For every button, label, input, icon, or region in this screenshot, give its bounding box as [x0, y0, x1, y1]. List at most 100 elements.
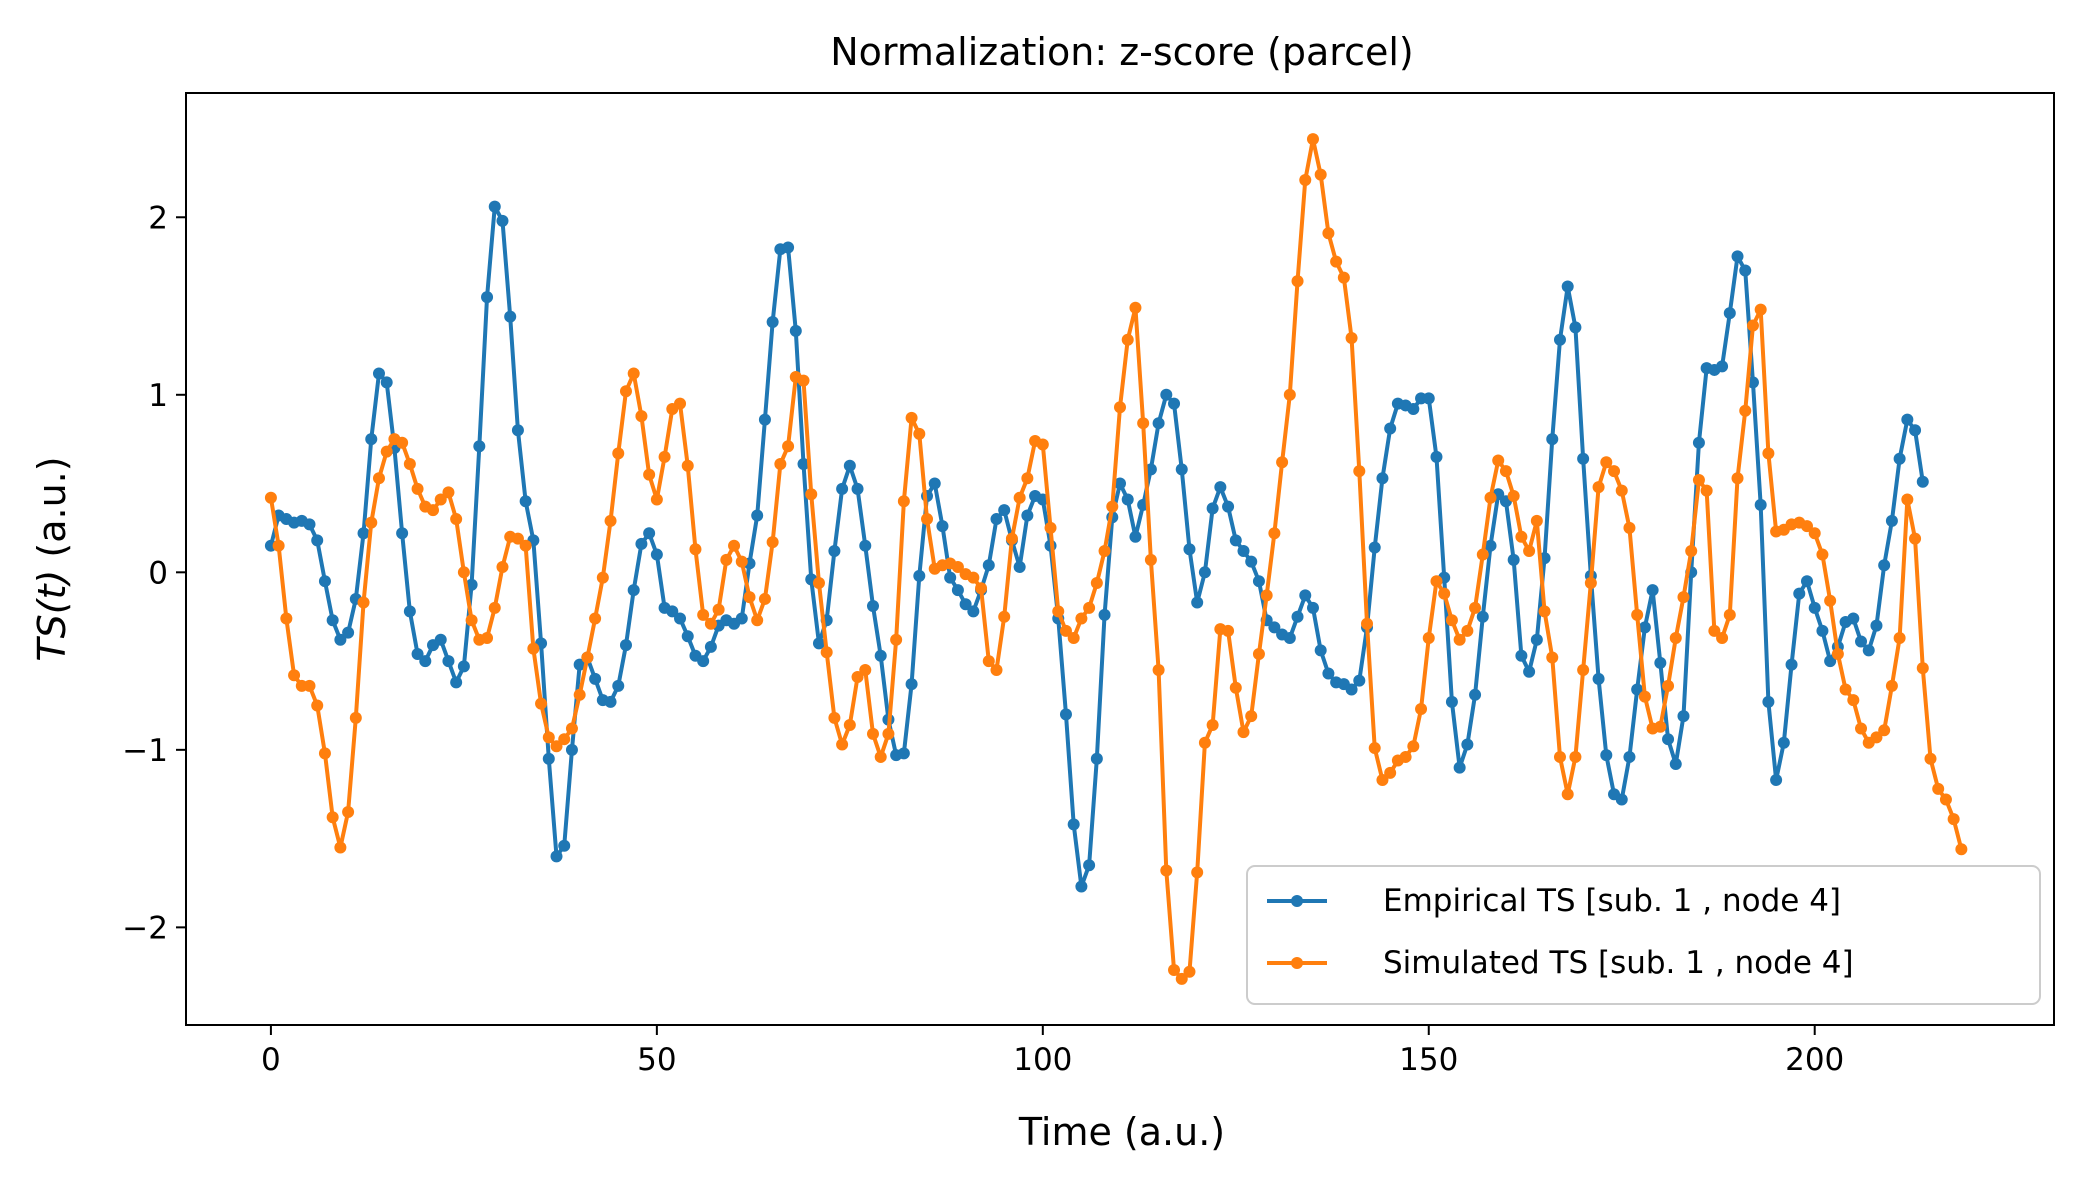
data-point-empirical	[766, 316, 779, 329]
data-point-simulated	[396, 436, 409, 449]
data-point-simulated	[365, 516, 378, 529]
data-point-empirical	[1816, 624, 1829, 637]
axes-frame	[185, 92, 2055, 1026]
data-point-simulated	[411, 482, 424, 495]
data-point-empirical	[666, 605, 679, 618]
data-point-simulated	[1407, 740, 1420, 753]
data-point-empirical	[1654, 656, 1667, 669]
data-point-simulated	[1808, 527, 1821, 540]
data-point-empirical	[874, 649, 887, 662]
data-point-simulated	[357, 596, 370, 609]
data-point-simulated	[1662, 679, 1675, 692]
data-point-simulated	[1306, 133, 1319, 146]
data-point-empirical	[897, 747, 910, 760]
data-point-simulated	[326, 811, 339, 824]
data-point-empirical	[1893, 452, 1906, 465]
data-point-empirical	[627, 584, 640, 597]
data-point-simulated	[897, 495, 910, 508]
data-point-simulated	[1924, 752, 1937, 765]
data-point-empirical	[403, 605, 416, 618]
data-point-empirical	[951, 584, 964, 597]
data-point-empirical	[1206, 502, 1219, 515]
data-point-simulated	[1870, 731, 1883, 744]
data-point-empirical	[1770, 774, 1783, 787]
data-point-simulated	[975, 582, 988, 595]
data-point-simulated	[1584, 576, 1597, 589]
data-point-simulated	[998, 610, 1011, 623]
data-point-simulated	[1746, 319, 1759, 332]
data-point-empirical	[1546, 433, 1559, 446]
data-point-simulated	[1739, 404, 1752, 417]
data-point-empirical	[1623, 750, 1636, 763]
data-point-empirical	[589, 672, 602, 685]
data-point-simulated	[1314, 168, 1327, 181]
data-point-simulated	[604, 514, 617, 527]
data-point-simulated	[782, 440, 795, 453]
data-point-simulated	[728, 539, 741, 552]
data-point-simulated	[1847, 694, 1860, 707]
data-point-empirical	[1299, 589, 1312, 602]
data-point-empirical	[457, 660, 470, 673]
data-point-empirical	[1222, 500, 1235, 513]
data-point-empirical	[1368, 541, 1381, 554]
data-point-empirical	[1577, 452, 1590, 465]
data-point-simulated	[1885, 679, 1898, 692]
data-point-empirical	[1469, 688, 1482, 701]
data-point-empirical	[1422, 392, 1435, 405]
data-point-simulated	[866, 727, 879, 740]
data-point-empirical	[488, 200, 501, 213]
data-point-empirical	[1484, 539, 1497, 552]
data-point-simulated	[1553, 750, 1566, 763]
data-point-simulated	[1114, 401, 1126, 414]
data-point-simulated	[450, 513, 463, 526]
data-point-simulated	[1330, 255, 1343, 268]
data-point-empirical	[990, 513, 1003, 526]
data-point-simulated	[1445, 614, 1458, 627]
data-point-simulated	[1638, 690, 1651, 703]
data-point-simulated	[1716, 632, 1729, 644]
data-point-simulated	[1893, 632, 1906, 644]
data-point-simulated	[1484, 491, 1497, 504]
data-point-empirical	[1183, 543, 1196, 556]
y-tick-label: −2	[122, 910, 168, 946]
data-point-simulated	[951, 560, 964, 573]
data-point-simulated	[558, 733, 571, 746]
data-point-empirical	[1515, 649, 1528, 662]
data-point-empirical	[1909, 424, 1922, 437]
data-point-simulated	[921, 513, 934, 526]
data-point-empirical	[859, 539, 872, 552]
data-point-empirical	[828, 545, 841, 558]
data-point-simulated	[612, 447, 625, 460]
data-point-empirical	[1800, 575, 1813, 588]
data-point-simulated	[1631, 608, 1644, 621]
data-point-empirical	[1870, 619, 1883, 632]
data-point-empirical	[481, 291, 494, 304]
data-point-empirical	[982, 559, 995, 572]
data-point-simulated	[1700, 484, 1713, 497]
data-point-simulated	[1415, 703, 1428, 716]
data-point-simulated	[1523, 545, 1536, 558]
data-point-empirical	[1229, 534, 1242, 547]
y-axis-label-rest: (a.u.)	[30, 456, 74, 569]
data-point-simulated	[1530, 514, 1543, 527]
data-point-empirical	[1808, 601, 1821, 614]
data-point-simulated	[1036, 438, 1049, 451]
data-point-empirical	[1268, 621, 1281, 634]
data-point-empirical	[442, 655, 455, 668]
data-point-simulated	[481, 632, 494, 644]
data-point-empirical	[1129, 530, 1142, 543]
data-point-simulated	[1021, 472, 1034, 485]
data-point-simulated	[967, 571, 980, 584]
data-point-simulated	[1245, 710, 1258, 723]
data-point-empirical	[1739, 264, 1752, 277]
data-point-empirical	[1345, 683, 1358, 696]
data-point-simulated	[1723, 608, 1736, 621]
y-axis-label: TS(t) (a.u.)	[30, 456, 74, 661]
data-point-empirical	[1198, 566, 1211, 579]
data-point-empirical	[789, 324, 802, 337]
data-point-empirical	[1168, 397, 1181, 410]
data-point-empirical	[1762, 695, 1775, 708]
data-point-empirical	[650, 548, 663, 561]
data-point-empirical	[365, 433, 378, 446]
data-point-empirical	[1121, 493, 1134, 506]
